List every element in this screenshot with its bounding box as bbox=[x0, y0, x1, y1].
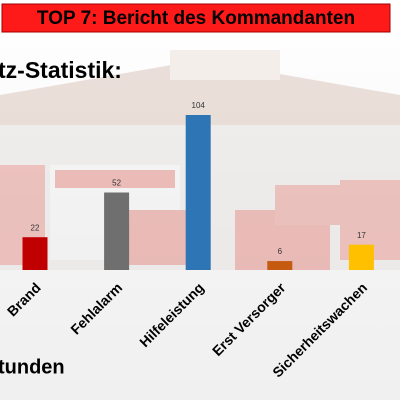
bar bbox=[104, 192, 130, 270]
bar bbox=[22, 237, 48, 270]
bar bbox=[185, 115, 211, 270]
value-label: 22 bbox=[31, 223, 40, 232]
bar bbox=[348, 244, 374, 270]
header-banner bbox=[1, 3, 391, 33]
value-label: 6 bbox=[278, 247, 283, 256]
value-label: 104 bbox=[192, 101, 206, 110]
chart-title: tz-Statistik: bbox=[0, 57, 122, 83]
value-label: 52 bbox=[112, 179, 121, 188]
header-title: TOP 7: Bericht des Kommandanten bbox=[37, 8, 355, 29]
value-label: 17 bbox=[357, 231, 366, 240]
footer-text: tunden bbox=[0, 356, 65, 378]
bar bbox=[267, 261, 293, 270]
